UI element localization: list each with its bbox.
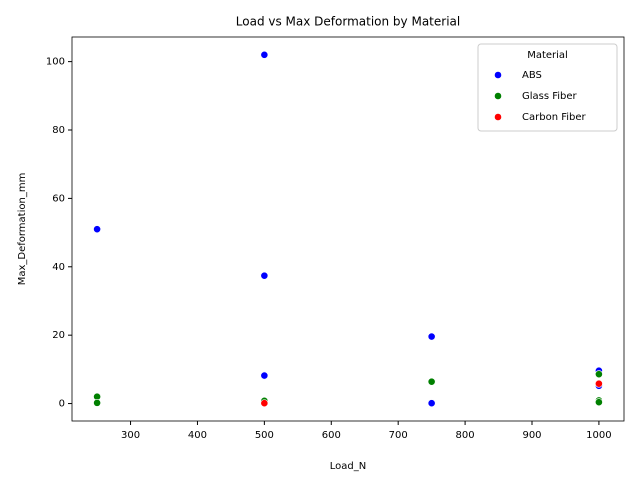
y-tick-label: 0 xyxy=(59,399,65,410)
x-tick-label: 300 xyxy=(121,430,140,441)
legend-marker xyxy=(494,71,502,79)
x-tick-label: 500 xyxy=(255,430,274,441)
point xyxy=(260,271,269,280)
y-axis-label: Max_Deformation_mm xyxy=(17,173,28,286)
legend-title: Material xyxy=(527,50,568,61)
x-tick-label: 400 xyxy=(188,430,207,441)
point xyxy=(260,399,269,408)
x-tick-label: 800 xyxy=(456,430,475,441)
y-tick-label: 60 xyxy=(52,193,65,204)
point xyxy=(93,225,101,234)
legend-label: Carbon Fiber xyxy=(522,112,587,123)
x-tick-label: 600 xyxy=(322,430,341,441)
x-tick-label: 1000 xyxy=(586,430,611,441)
x-axis-label: Load_N xyxy=(330,461,366,472)
legend-label: Glass Fiber xyxy=(522,91,578,102)
x-tick-label: 900 xyxy=(522,430,541,441)
legend-marker xyxy=(494,92,502,100)
point xyxy=(595,398,603,407)
point xyxy=(93,398,101,407)
y-tick-label: 20 xyxy=(52,330,65,341)
point xyxy=(427,399,436,408)
plot-frame xyxy=(71,36,625,422)
point xyxy=(427,332,436,341)
legend-box xyxy=(477,43,618,132)
point xyxy=(260,50,269,59)
point xyxy=(427,377,436,386)
y-tick-label: 100 xyxy=(46,57,65,68)
legend-marker xyxy=(494,113,502,121)
legend-label: ABS xyxy=(522,70,542,81)
point xyxy=(260,371,269,380)
y-tick-label: 40 xyxy=(52,262,65,273)
x-tick-label: 700 xyxy=(389,430,408,441)
y-tick-label: 80 xyxy=(52,125,65,136)
point xyxy=(595,379,603,388)
point xyxy=(595,370,603,379)
chart-title: Load vs Max Deformation by Material xyxy=(236,15,460,29)
